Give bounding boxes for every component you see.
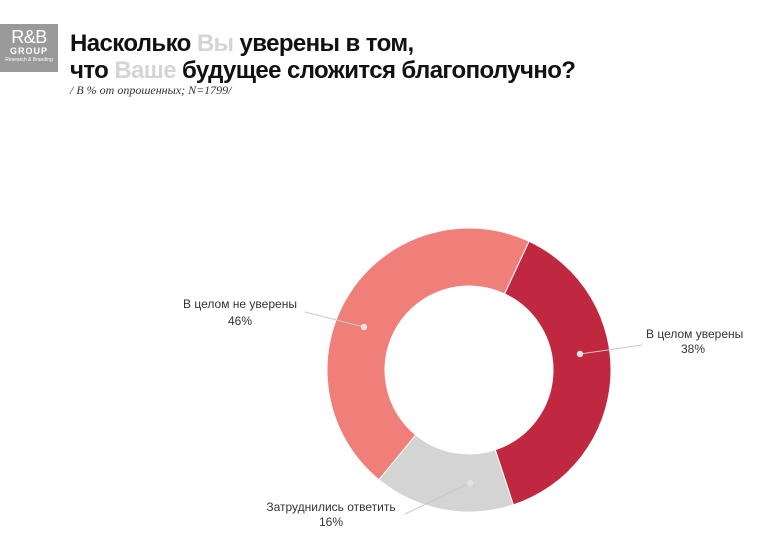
leader-line: [304, 311, 365, 328]
slice-value-label: 38%: [681, 342, 705, 356]
logo-text-group: GROUP: [9, 46, 48, 56]
donut-slice: [326, 227, 530, 481]
donut-slice: [494, 240, 612, 506]
leader-line: [404, 482, 471, 515]
slice-label: Затруднились ответить: [266, 500, 395, 514]
title-text: будущее сложится благополучно?: [175, 57, 576, 84]
title-line-1: Насколько Вы уверены в том,: [70, 30, 575, 57]
title-text: Насколько: [70, 30, 197, 57]
slice-label: В целом не уверены: [183, 297, 297, 311]
logo-text-main: R&B: [11, 27, 47, 47]
slice-value-label: 16%: [319, 515, 343, 529]
title-highlight: Ваше: [114, 57, 176, 84]
rb-group-logo: R&B GROUP Research & Branding: [0, 24, 58, 72]
slice-value-label: 46%: [228, 314, 252, 328]
title-highlight: Вы: [196, 30, 234, 57]
logo-text-tagline: Research & Branding: [5, 57, 53, 63]
title-text: что: [70, 57, 115, 84]
chart-subtitle: / В % от опрошенных; N=1799/: [70, 83, 232, 97]
leader-line: [579, 344, 643, 355]
chart-title: Насколько Вы уверены в том, что Ваше буд…: [70, 30, 576, 84]
title-text: уверены в том,: [233, 30, 415, 57]
title-line-2: что Ваше будущее сложится благополучно?: [70, 57, 576, 84]
leader-dot: [360, 323, 368, 331]
leader-dot: [466, 479, 474, 487]
leader-dot: [576, 350, 584, 358]
slice-label: В целом уверены: [646, 327, 743, 341]
